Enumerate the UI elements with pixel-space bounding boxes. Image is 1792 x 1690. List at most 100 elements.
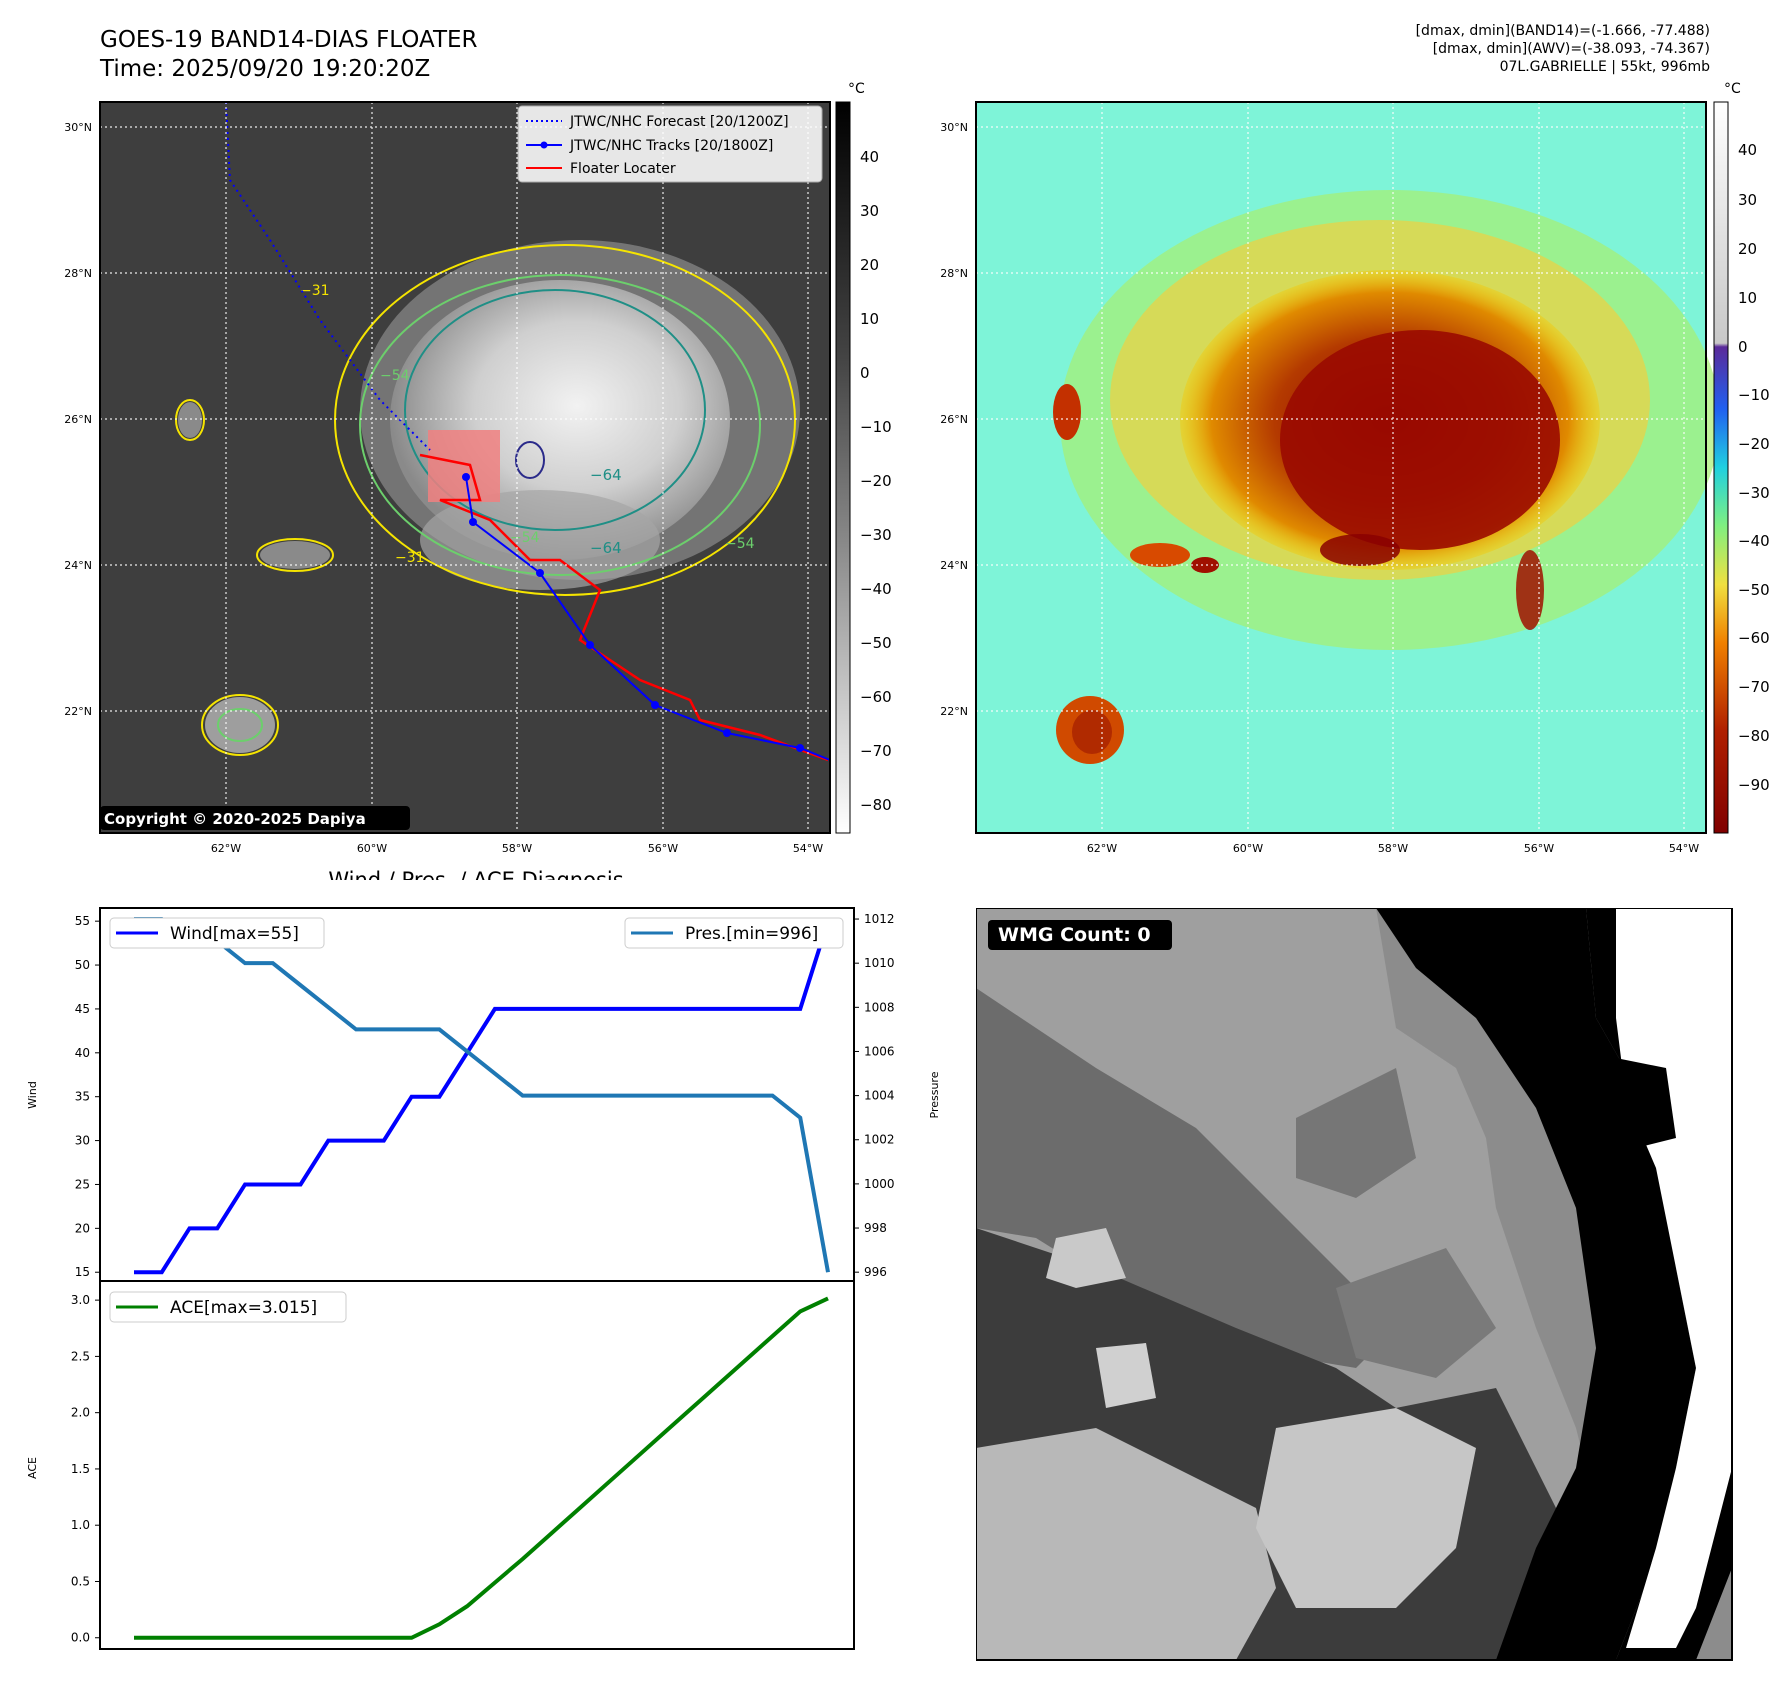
ir-map-area: −31 −54 −64 −64 −54 −31 −54 [99,101,831,834]
wind-tick-label: 35 [75,1090,90,1104]
svg-text:−80: −80 [1738,727,1770,745]
svg-text:−40: −40 [860,580,892,598]
svg-text:22°N: 22°N [64,705,92,718]
pressure-tick-label: 1002 [864,1133,895,1147]
ir-colorbar: °C 40 30 20 10 0 −10 −20 −30 −40 −50 −60… [835,81,892,834]
svg-text:−50: −50 [860,634,892,652]
title-line1: GOES-19 BAND14-DIAS FLOATER [100,27,478,53]
pressure-legend: Pres.[min=996] [685,924,818,944]
svg-text:−70: −70 [1738,678,1770,696]
pressure-tick-label: 996 [864,1265,887,1279]
color-colorbar-ticks: 40 30 20 10 0 −10 −20 −30 −40 −50 −60 −7… [1738,141,1770,794]
figure-title: GOES-19 BAND14-DIAS FLOATER Time: 2025/0… [100,26,478,84]
svg-text:62°W: 62°W [211,842,241,855]
wind-tick-label: 30 [75,1134,90,1148]
color-lat-labels: 30°N 28°N 26°N 24°N 22°N [940,121,968,718]
wmg-count-badge: WMG Count: 0 [998,924,1151,946]
svg-text:−30: −30 [1738,484,1770,502]
floater-box [428,430,500,502]
ace-tick-label: 2.5 [71,1349,90,1363]
contour-label: −64 [590,539,622,557]
svg-text:24°N: 24°N [64,559,92,572]
svg-text:58°W: 58°W [1378,842,1408,855]
pressure-tick-label: 1010 [864,956,895,970]
diagnosis-panel: 15 20 25 30 35 40 45 50 55 996 998 1000 1002 1004 100… [26,907,941,1650]
svg-text:56°W: 56°W [648,842,678,855]
svg-text:−20: −20 [1738,435,1770,453]
ace-tick-label: 0.0 [71,1631,90,1645]
svg-text:24°N: 24°N [940,559,968,572]
svg-text:−10: −10 [860,418,892,436]
contour-label: −54 [725,536,755,552]
legend-tracks: JTWC/NHC Tracks [20/1800Z] [569,138,773,154]
svg-text:10: 10 [1738,289,1757,307]
svg-text:−50: −50 [1738,581,1770,599]
ace-axis-label: ACE [26,1457,39,1479]
contour-label: −31 [300,283,330,299]
pressure-tick-label: 1012 [864,912,895,926]
color-colorbar: °C 40 30 20 10 0 −10 −20 −30 −40 −50 −60… [1713,81,1770,834]
pressure-tick-label: 1006 [864,1044,895,1058]
ir-lon-labels: 62°W 60°W 58°W 56°W 54°W [211,842,823,855]
ace-tick-label: 3.0 [71,1293,90,1307]
legend-forecast: JTWC/NHC Forecast [20/1200Z] [569,114,789,130]
color-colorbar-unit: °C [1724,81,1741,97]
svg-text:26°N: 26°N [940,413,968,426]
wind-tick-label: 45 [75,1002,90,1016]
svg-text:54°W: 54°W [1669,842,1699,855]
svg-text:0: 0 [860,364,870,382]
ir-lat-labels: 30°N 28°N 26°N 24°N 22°N [64,121,92,718]
svg-text:−20: −20 [860,472,892,490]
contour-label: −31 [395,550,425,566]
contour-label: −54 [380,368,410,384]
ir-legend: JTWC/NHC Forecast [20/1200Z] JTWC/NHC Tr… [517,105,823,183]
ir-panel: −31 −54 −64 −64 −54 −31 −54 [64,81,1770,880]
svg-text:40: 40 [860,148,879,166]
info-line3: 07L.GABRIELLE | 55kt, 996mb [1499,59,1710,75]
svg-text:60°W: 60°W [1233,842,1263,855]
ace-legend: ACE[max=3.015] [170,1298,317,1318]
diagnosis-title: Wind / Pres. / ACE Diagnosis [328,868,623,880]
wind-tick-label: 25 [75,1177,90,1191]
pressure-tick-label: 1008 [864,1000,895,1014]
pressure-tick-label: 1000 [864,1177,895,1191]
info-line1: [dmax, dmin](BAND14)=(-1.666, -77.488) [1415,23,1710,39]
wind-tick-label: 55 [75,914,90,928]
svg-text:28°N: 28°N [940,267,968,280]
floater-track [419,453,829,762]
wind-legend: Wind[max=55] [170,924,299,944]
contour-label: −64 [590,466,622,484]
svg-text:60°W: 60°W [357,842,387,855]
legend-floater: Floater Locater [570,161,676,177]
ace-tick-label: 2.0 [71,1406,90,1420]
ace-tick-label: 0.5 [71,1574,90,1588]
ir-colorbar-ticks: 40 30 20 10 0 −10 −20 −30 −40 −50 −60 −7… [860,148,892,814]
copyright-badge: Copyright © 2020-2025 Dapiya [104,810,366,828]
svg-text:−70: −70 [860,742,892,760]
svg-text:54°W: 54°W [793,842,823,855]
wmg-panel: WMG Count: 0 [976,908,1733,1661]
ace-tick-label: 1.0 [71,1518,90,1532]
title-line2: Time: 2025/09/20 19:20:20Z [100,56,431,82]
svg-text:20: 20 [1738,240,1757,258]
svg-text:40: 40 [1738,141,1757,159]
ir-colorbar-unit: °C [848,81,865,97]
svg-text:22°N: 22°N [940,705,968,718]
svg-text:10: 10 [860,310,879,328]
ace-tick-label: 1.5 [71,1462,90,1476]
svg-text:20: 20 [860,256,879,274]
svg-text:28°N: 28°N [64,267,92,280]
wind-tick-label: 40 [75,1046,90,1060]
svg-text:−30: −30 [860,526,892,544]
jtwc-track [465,476,831,761]
svg-text:26°N: 26°N [64,413,92,426]
svg-text:−10: −10 [1738,386,1770,404]
wind-tick-label: 20 [75,1221,90,1235]
wind-series-line [134,920,830,1275]
svg-text:0: 0 [1738,338,1748,356]
svg-text:−80: −80 [860,796,892,814]
svg-text:62°W: 62°W [1087,842,1117,855]
pressure-series-line [134,917,830,1273]
svg-text:−40: −40 [1738,532,1770,550]
svg-text:30°N: 30°N [940,121,968,134]
